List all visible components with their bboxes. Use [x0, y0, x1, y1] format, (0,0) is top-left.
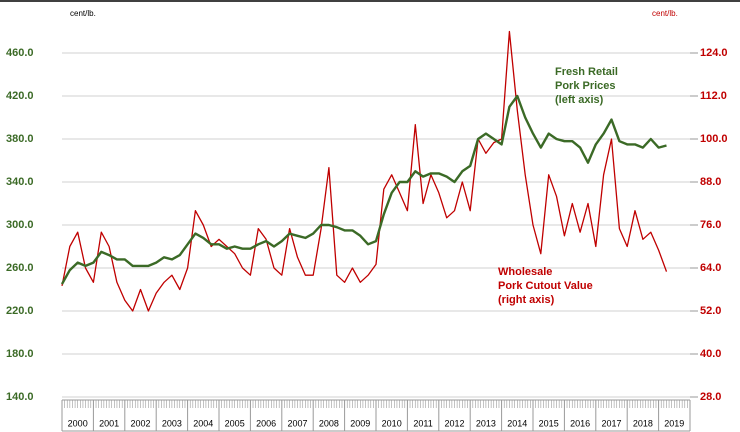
series-line — [61, 30, 668, 312]
y2-tick-label: 100.0 — [700, 133, 728, 145]
x-tick-label: 2012 — [444, 418, 464, 428]
x-tick-label: 2019 — [664, 418, 684, 428]
x-tick-label: 2011 — [413, 418, 432, 428]
y-tick-label: 220.0 — [6, 305, 34, 317]
y-tick-label: 260.0 — [6, 262, 34, 274]
y2-tick-label: 88.0 — [700, 176, 721, 188]
y2-tick-label: 124.0 — [700, 47, 728, 59]
y-tick-label: 140.0 — [6, 391, 34, 403]
y-tick-label: 340.0 — [6, 176, 34, 188]
x-tick-label: 2007 — [287, 418, 307, 428]
y-tick-label: 380.0 — [6, 133, 34, 145]
annotation: (right axis) — [498, 294, 555, 306]
annotation: Wholesale — [498, 266, 552, 278]
y2-tick-label: 112.0 — [700, 90, 727, 102]
y2-tick-label: 76.0 — [700, 219, 721, 231]
x-tick-label: 2006 — [256, 418, 276, 428]
y-tick-label: 460.0 — [6, 47, 34, 59]
x-tick-label: 2016 — [570, 418, 590, 428]
y2-tick-label: 52.0 — [700, 305, 721, 317]
annotation: Fresh Retail — [555, 66, 618, 78]
series-line — [60, 94, 667, 285]
y-tick-label: 180.0 — [6, 348, 34, 360]
y-unit: cent/lb. — [70, 9, 96, 18]
x-tick-label: 2017 — [601, 418, 621, 428]
x-tick-label: 2010 — [382, 418, 402, 428]
y2-tick-label: 40.0 — [700, 348, 721, 360]
y-tick-label: 420.0 — [6, 90, 34, 102]
y2-tick-label: 28.0 — [700, 391, 721, 403]
x-tick-label: 2000 — [68, 418, 88, 428]
x-tick-label: 2013 — [476, 418, 496, 428]
x-tick-label: 2001 — [99, 418, 119, 428]
annotation: (left axis) — [555, 94, 604, 106]
x-tick-label: 2015 — [539, 418, 559, 428]
x-tick-label: 2002 — [130, 418, 150, 428]
annotation: Pork Cutout Value — [498, 280, 593, 292]
x-tick-label: 2004 — [193, 418, 213, 428]
x-tick-label: 2008 — [319, 418, 339, 428]
x-tick-label: 2003 — [162, 418, 182, 428]
x-tick-label: 2009 — [350, 418, 370, 428]
y2-tick-label: 64.0 — [700, 262, 721, 274]
x-tick-label: 2005 — [225, 418, 245, 428]
annotation: Pork Prices — [555, 80, 616, 92]
x-tick-label: 2014 — [507, 418, 527, 428]
y2-unit: cent/lb. — [652, 9, 678, 18]
x-tick-label: 2018 — [633, 418, 653, 428]
y-tick-label: 300.0 — [6, 219, 34, 231]
